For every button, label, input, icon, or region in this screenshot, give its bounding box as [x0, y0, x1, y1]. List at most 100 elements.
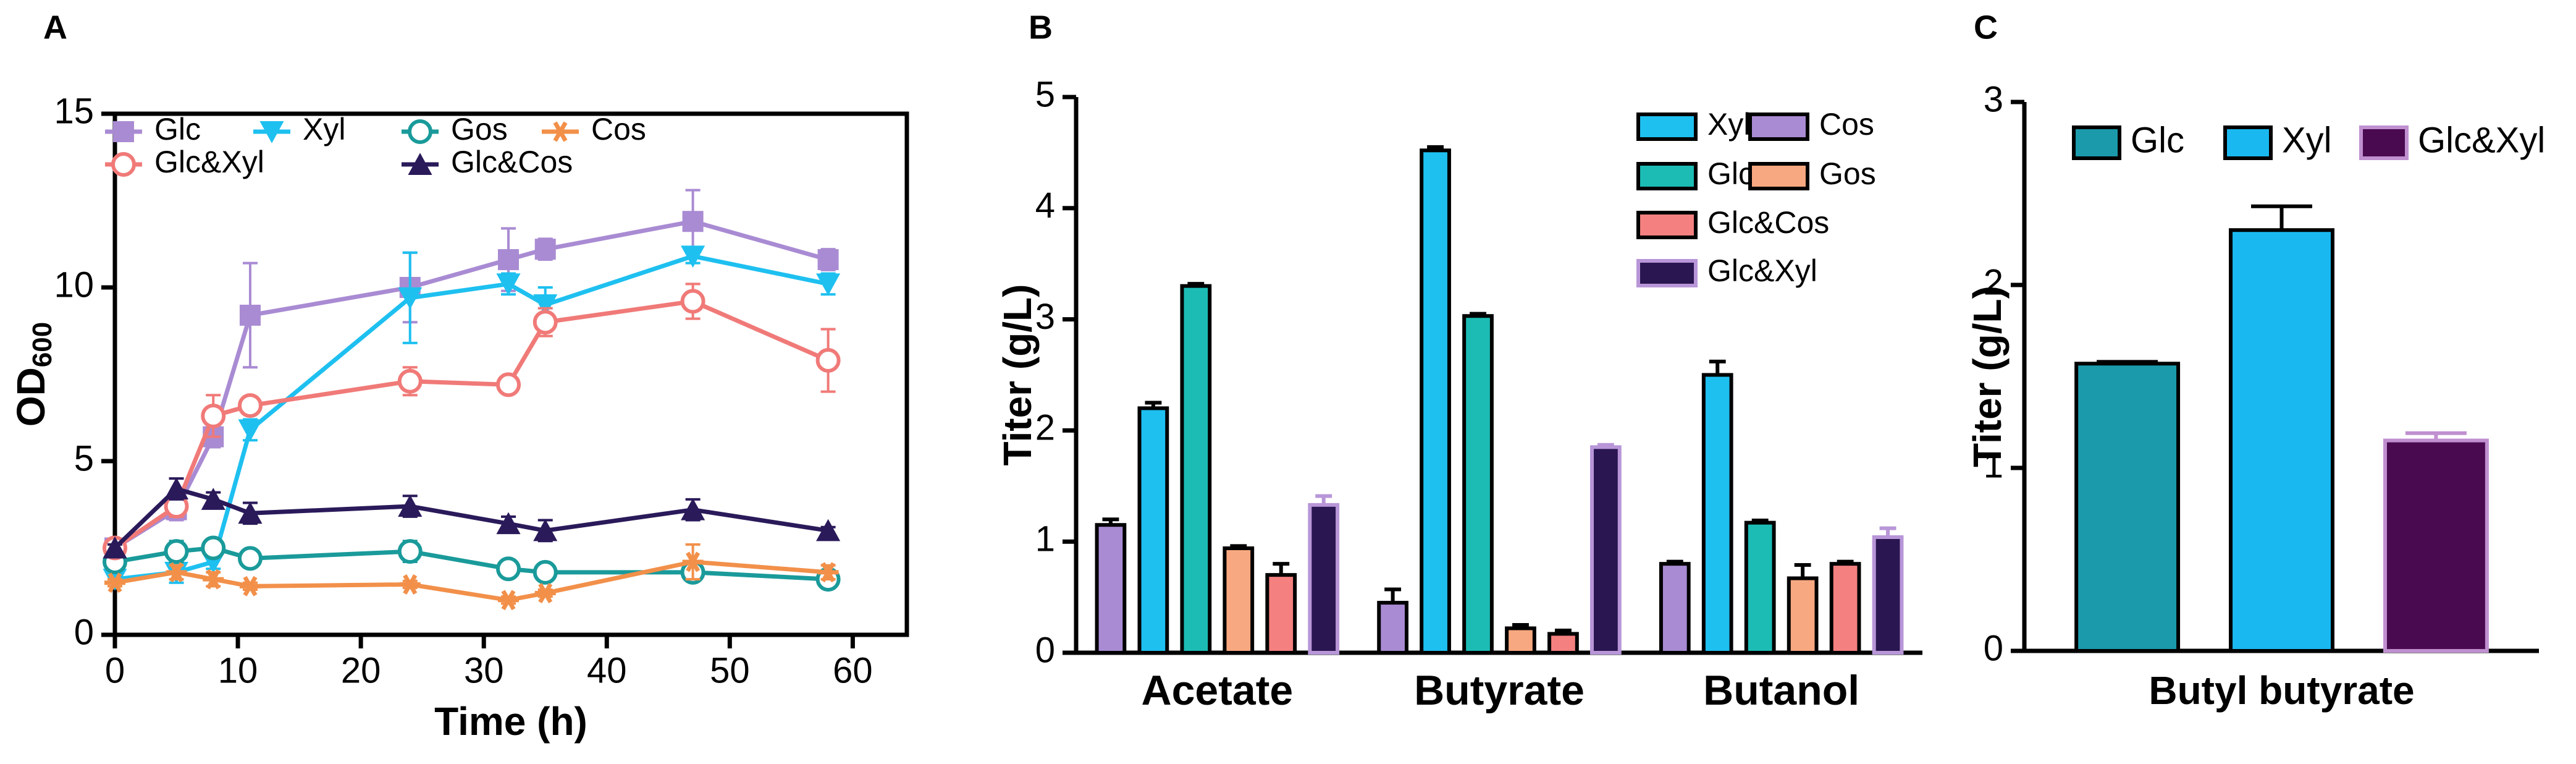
marker	[496, 273, 521, 296]
y-axis-label-text: OD	[9, 367, 53, 427]
marker	[682, 551, 704, 572]
y-tick-label: 0	[1035, 630, 1055, 670]
bar	[1744, 520, 1776, 655]
legend-label: Glc&Cos	[451, 145, 573, 179]
marker	[238, 501, 263, 524]
bar	[1377, 601, 1408, 655]
panel-1: B Titer (g/L) 0 1 2 3 4 5 Acetate Butyrate Butanol…	[995, 9, 1922, 714]
y-axis-label: Titer (g/L)	[995, 284, 1040, 466]
x-tick-label: 40	[587, 650, 627, 690]
y-tick-label: 15	[54, 91, 94, 131]
bar	[1872, 535, 1904, 655]
marker	[682, 211, 704, 232]
bar	[1095, 523, 1127, 655]
marker	[533, 519, 558, 541]
legend-label: Glc&Xyl	[1707, 253, 1817, 288]
y-tick-label: 5	[74, 438, 94, 478]
legend-label: Glc	[154, 112, 201, 146]
panel-0: A OD600 0 5 10 15 0 10 20 30 40 50 60 Time (h) Glc Xyl G…	[9, 9, 909, 744]
bar	[1701, 373, 1733, 655]
y-tick-label: 1	[1984, 445, 2003, 485]
marker	[496, 556, 521, 582]
x-axis-label: Time (h)	[434, 699, 587, 744]
y-tick-label: 10	[54, 265, 94, 305]
marker	[398, 287, 423, 310]
marker	[550, 121, 571, 142]
bar	[2383, 438, 2489, 653]
legend-label: Xyl	[303, 112, 345, 146]
y-axis-label-text: Titer (g/L)	[1965, 286, 2010, 467]
marker	[680, 289, 705, 314]
y-tick-label: 5	[1035, 74, 1055, 114]
legend-label: Glc	[1707, 156, 1754, 191]
legend-label: Glc&Xyl	[154, 145, 264, 179]
panel-2: C Titer (g/L) 0 1 2 3 Butyl butyrate Glc Xyl Glc&…	[1965, 9, 2545, 713]
marker	[817, 249, 839, 271]
marker	[237, 546, 263, 571]
marker	[496, 372, 521, 397]
legend-label: Xyl	[1707, 107, 1750, 142]
bar	[2229, 228, 2334, 653]
panel-label: B	[1029, 9, 1053, 46]
marker	[111, 152, 136, 177]
legend-label: Glc&Xyl	[2418, 120, 2545, 160]
marker	[532, 559, 558, 585]
error-bar	[1384, 587, 1402, 603]
bar	[1505, 626, 1536, 655]
legend-swatch	[1636, 259, 1698, 287]
marker	[398, 494, 423, 517]
marker	[816, 273, 841, 296]
error-bar	[1794, 562, 1811, 579]
y-axis-label: Titer (g/L)	[1965, 286, 2010, 467]
marker	[237, 393, 263, 418]
marker	[164, 539, 189, 564]
marker	[103, 536, 127, 559]
marker	[238, 419, 263, 442]
legend-swatch	[2072, 125, 2121, 160]
legend-swatch	[1636, 211, 1698, 239]
panel-label: A	[43, 9, 67, 46]
marker	[259, 121, 284, 143]
bar	[1590, 445, 1622, 655]
legend-label: Glc	[2131, 120, 2184, 160]
error-bar	[2251, 204, 2312, 231]
x-tick-label: 60	[833, 650, 873, 690]
y-tick-label: 3	[1035, 297, 1055, 337]
legend-swatch	[1636, 112, 1698, 141]
marker	[201, 488, 225, 510]
bar	[1137, 406, 1169, 655]
marker	[201, 403, 226, 428]
bar	[1829, 562, 1861, 655]
legend-swatch	[1748, 162, 1809, 190]
marker	[239, 575, 261, 596]
bar	[1420, 148, 1451, 655]
error-bar	[1709, 359, 1726, 375]
y-axis-label-sub: 600	[27, 322, 57, 367]
legend-label: Gos	[451, 112, 508, 146]
bar	[1547, 632, 1579, 655]
marker	[166, 562, 187, 583]
x-tick-label: Butanol	[1703, 667, 1859, 714]
legend-swatch	[2223, 125, 2273, 160]
x-tick-label: 0	[105, 650, 125, 690]
marker	[817, 562, 839, 583]
marker	[496, 512, 521, 535]
bar	[1308, 503, 1340, 655]
x-axis-label: Butyl butyrate	[2149, 668, 2414, 713]
bar	[1462, 314, 1494, 655]
panel-label: C	[1974, 9, 1998, 46]
marker	[498, 590, 520, 611]
marker	[816, 519, 841, 541]
y-tick-label: 0	[74, 612, 94, 652]
marker	[532, 310, 558, 335]
marker	[397, 539, 423, 564]
axes	[1074, 97, 1922, 655]
marker	[534, 239, 556, 260]
legend-swatch	[1748, 112, 1809, 141]
marker	[164, 477, 189, 499]
marker	[113, 121, 134, 142]
marker	[397, 368, 423, 394]
marker	[408, 153, 432, 175]
bar	[1265, 573, 1297, 655]
